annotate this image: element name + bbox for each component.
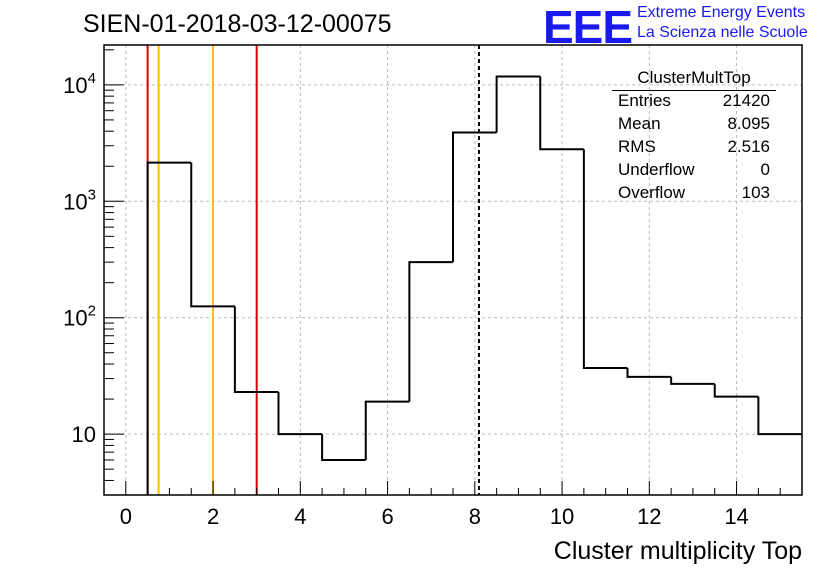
logo-line-1: Extreme Energy Events	[637, 4, 806, 21]
histogram-bin	[277, 392, 323, 436]
y-tick-label: 10	[72, 422, 96, 447]
histogram-bin	[757, 396, 802, 436]
histogram-bin	[233, 306, 279, 394]
tick-labels: 0 2 4 6 8 10 12 14 10 102 103 104	[63, 70, 749, 529]
stats-value: 2.516	[727, 137, 770, 156]
x-tick-label: 12	[637, 504, 661, 529]
x-tick-label: 2	[207, 504, 219, 529]
histogram-bin	[146, 161, 192, 495]
histogram-bin	[452, 131, 497, 263]
x-tick-label: 8	[469, 504, 481, 529]
stats-row-rms: RMS 2.516	[612, 137, 776, 160]
histogram-bin	[670, 376, 715, 385]
x-axis-label: Cluster multiplicity Top	[554, 537, 802, 565]
x-tick-label: 6	[381, 504, 393, 529]
histogram-bin	[626, 367, 672, 378]
logo-line-2: La Scienza nelle Scuole	[637, 24, 808, 41]
histogram-bin	[364, 400, 410, 460]
histogram-bin	[713, 383, 759, 398]
y-tick-label: 104	[63, 70, 96, 98]
histogram-bin	[190, 162, 235, 308]
stats-box: ClusterMultTop Entries 21420 Mean 8.095 …	[612, 68, 776, 206]
x-tick-label: 0	[120, 504, 132, 529]
x-tick-label: 4	[294, 504, 306, 529]
stats-label: Entries	[618, 91, 671, 110]
eee-logo: EEE	[543, 1, 633, 53]
histogram-bin	[582, 149, 628, 369]
stats-row-overflow: Overflow 103	[612, 183, 776, 206]
histogram-bin	[408, 261, 453, 402]
stats-value: 103	[741, 183, 770, 202]
stats-value: 8.095	[727, 114, 770, 133]
x-tick-label: 10	[550, 504, 574, 529]
stats-box-title: ClusterMultTop	[612, 68, 776, 91]
plot-title: SIEN-01-2018-03-12-00075	[83, 10, 392, 38]
stats-label: Mean	[618, 114, 661, 133]
histogram-steps	[146, 75, 802, 495]
stats-row-entries: Entries 21420	[612, 91, 776, 114]
stats-label: Underflow	[618, 160, 695, 179]
stats-label: RMS	[618, 137, 656, 156]
x-tick-label: 14	[724, 504, 748, 529]
histogram-bin	[495, 75, 541, 133]
marker-lines	[146, 45, 480, 495]
y-tick-label: 102	[63, 303, 96, 331]
histogram-bin	[539, 76, 584, 151]
stats-row-mean: Mean 8.095	[612, 114, 776, 137]
stats-value: 21420	[722, 91, 770, 110]
histogram-bin	[321, 434, 366, 461]
y-tick-label: 103	[63, 186, 96, 214]
axis-ticks	[103, 49, 803, 496]
stats-label: Overflow	[618, 183, 686, 202]
stats-row-underflow: Underflow 0	[612, 160, 776, 183]
stats-value: 0	[760, 160, 770, 179]
